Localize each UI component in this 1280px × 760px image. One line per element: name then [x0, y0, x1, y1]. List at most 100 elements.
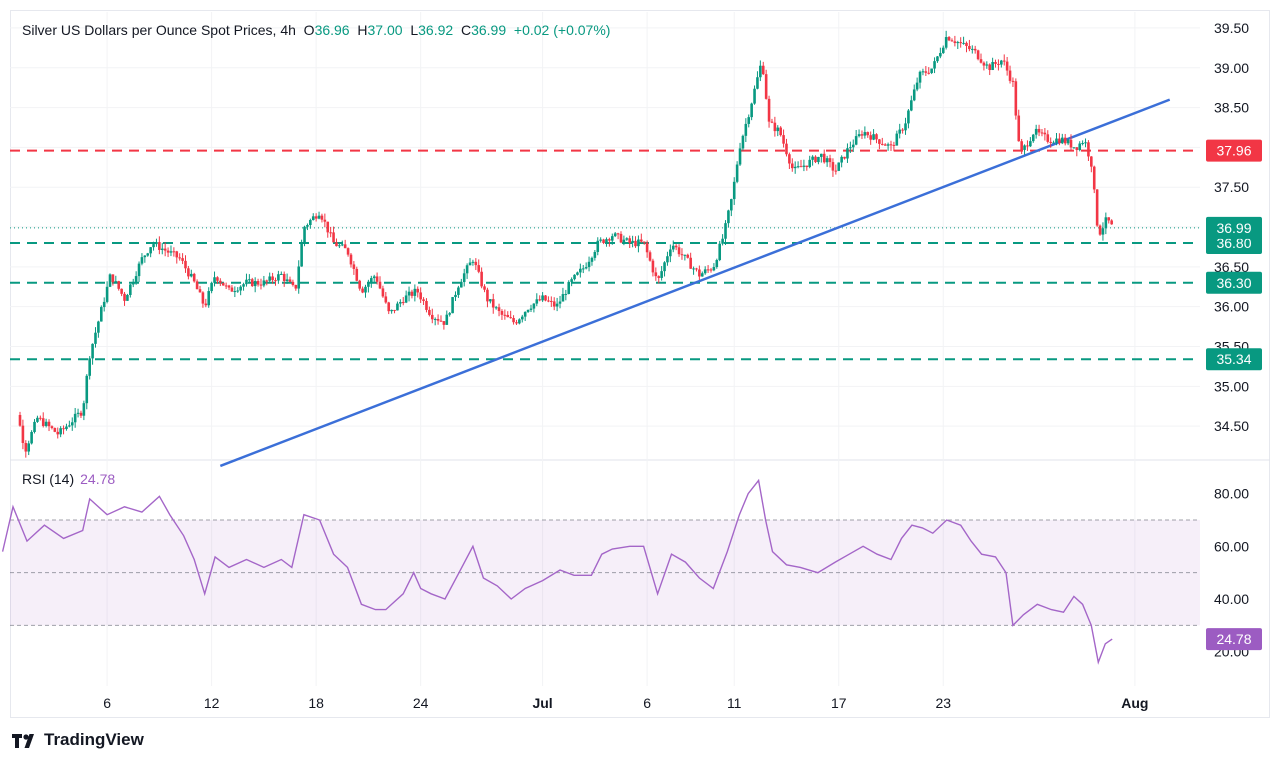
candle-body	[895, 133, 899, 146]
candle-body	[793, 166, 797, 169]
candle-body	[201, 292, 205, 304]
candle-body	[1072, 147, 1076, 149]
candle-body	[1040, 132, 1044, 134]
candle-body	[773, 122, 777, 132]
candle-body	[419, 292, 422, 300]
candle-body	[898, 129, 902, 134]
high-value: 37.00	[367, 22, 403, 38]
candle-body	[253, 281, 257, 287]
candle-body	[602, 239, 605, 243]
candle-body	[85, 375, 89, 404]
candle-body	[750, 103, 753, 118]
candle-body	[407, 291, 411, 296]
candle-body	[236, 290, 240, 292]
candle-body	[50, 426, 54, 429]
candle-body	[181, 258, 184, 261]
candle-body	[1060, 137, 1064, 144]
candle-body	[808, 159, 812, 168]
candle-body	[535, 299, 539, 304]
candle-body	[561, 294, 565, 302]
candle-body	[192, 273, 196, 282]
candle-body	[1110, 220, 1113, 225]
candle-body	[799, 166, 803, 168]
candle-body	[468, 262, 472, 266]
candle-body	[245, 279, 248, 285]
candle-body	[367, 283, 370, 287]
candle-body	[878, 139, 881, 144]
candle-body	[105, 286, 109, 302]
candle-body	[837, 162, 841, 171]
candle-body	[785, 143, 788, 155]
candle-body	[695, 268, 698, 270]
candle-body	[399, 302, 402, 304]
candle-body	[915, 82, 919, 90]
candle-body	[131, 281, 135, 285]
candle-body	[924, 71, 928, 73]
candle-body	[300, 243, 303, 267]
candle-body	[91, 343, 94, 359]
candle-body	[860, 134, 864, 136]
resistance-level-tag	[1206, 139, 1262, 162]
candle-body	[947, 37, 951, 41]
candle-body	[1043, 132, 1047, 135]
rsi-label: RSI (14)	[22, 471, 75, 487]
candle-body	[927, 72, 931, 74]
time-tick-label: 18	[308, 695, 324, 711]
candle-body	[338, 245, 341, 247]
candle-body	[486, 289, 489, 302]
candle-body	[358, 280, 361, 289]
candle-body	[79, 412, 83, 416]
candle-body	[538, 299, 541, 301]
candle-body	[47, 421, 51, 427]
price-tick-label: 34.50	[1214, 418, 1249, 434]
candle-body	[1008, 70, 1012, 81]
candle-body	[195, 281, 199, 290]
tradingview-brand[interactable]: TradingView	[12, 730, 144, 750]
candle-body	[1092, 166, 1096, 190]
candle-body	[265, 280, 269, 282]
candle-body	[82, 403, 86, 416]
rsi-tick-label: 80.00	[1214, 486, 1249, 502]
candle-body	[297, 266, 301, 289]
candle-body	[494, 307, 498, 309]
candle-body	[616, 233, 620, 235]
candle-body	[349, 254, 353, 265]
rsi-line	[1, 478, 1113, 665]
candle-body	[56, 431, 60, 435]
candle-body	[384, 296, 388, 303]
candle-body	[480, 271, 483, 287]
time-tick-label: 24	[413, 695, 429, 711]
candle-body	[317, 215, 321, 219]
candle-body	[619, 233, 623, 243]
candle-body	[869, 135, 872, 140]
chart-legend-header: Silver US Dollars per Ounce Spot Prices,…	[22, 22, 610, 38]
rsi-tick-label: 60.00	[1214, 538, 1249, 554]
candle-body	[248, 279, 251, 281]
candle-body	[1063, 137, 1067, 144]
candle-body	[918, 71, 922, 83]
candle-body	[36, 417, 39, 422]
candle-body	[175, 251, 179, 258]
candle-body	[698, 269, 701, 277]
candle-body	[732, 181, 736, 200]
candle-body	[811, 156, 814, 160]
candle-body	[1034, 128, 1038, 135]
candle-body	[27, 443, 31, 452]
candle-body	[436, 318, 440, 321]
candle-body	[277, 274, 280, 281]
candle-body	[262, 280, 266, 286]
open-value: 36.96	[314, 22, 350, 38]
candle-body	[187, 268, 190, 277]
candle-body	[584, 267, 588, 269]
candle-body	[674, 245, 678, 248]
candle-body	[930, 68, 933, 73]
close-label: C	[460, 22, 472, 38]
candle-body	[640, 239, 643, 242]
candle-body	[134, 276, 138, 282]
candle-body	[428, 309, 431, 315]
ascending-trendline[interactable]	[219, 98, 1171, 468]
candle-body	[1107, 217, 1111, 221]
candle-body	[425, 300, 428, 310]
candle-body	[715, 260, 719, 268]
